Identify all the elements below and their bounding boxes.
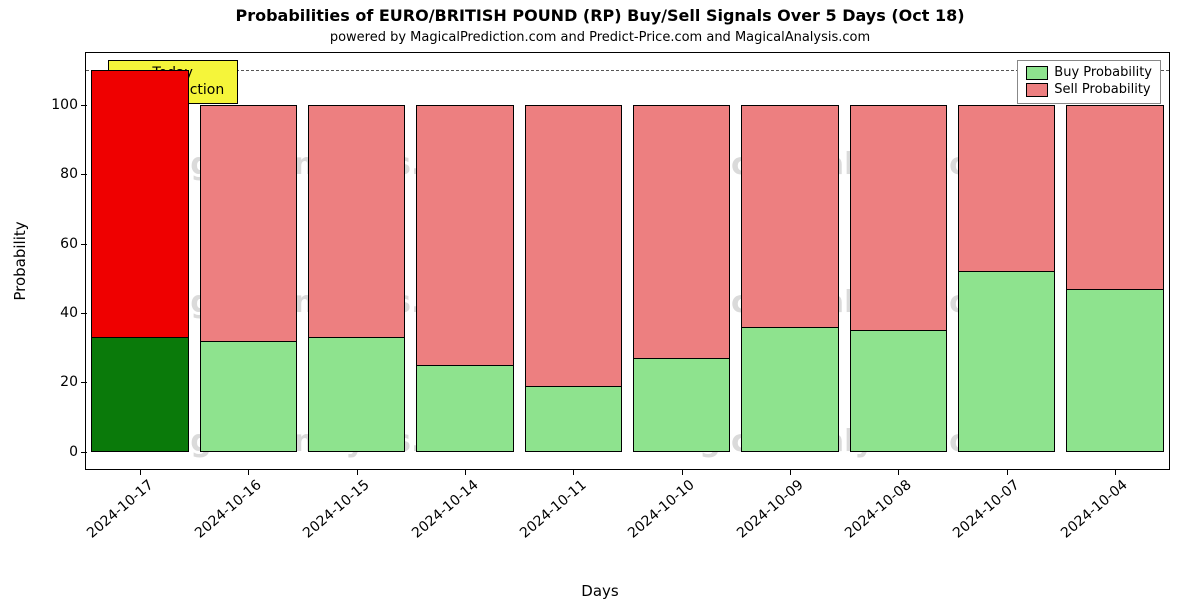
y-tick-label: 80 [60, 166, 86, 182]
x-tick [1115, 469, 1116, 475]
x-axis-label: Days [0, 582, 1200, 600]
x-tick-label: 2024-10-10 [625, 477, 698, 542]
legend-item: Sell Probability [1026, 82, 1152, 99]
x-tick-label: 2024-10-04 [1059, 477, 1132, 542]
x-tick-label: 2024-10-14 [409, 477, 482, 542]
buy-bar [850, 330, 947, 451]
legend-swatch [1026, 66, 1048, 80]
x-tick [898, 469, 899, 475]
x-tick-label: 2024-10-09 [734, 477, 807, 542]
buy-bar [525, 386, 622, 452]
bar-slot [519, 53, 627, 469]
x-tick [573, 469, 574, 475]
x-tick [140, 469, 141, 475]
x-tick-label: 2024-10-16 [192, 477, 265, 542]
chart-container: Probabilities of EURO/BRITISH POUND (RP)… [0, 0, 1200, 600]
x-tick-label: 2024-10-15 [300, 477, 373, 542]
y-tick-label: 40 [60, 305, 86, 321]
y-tick-label: 100 [51, 97, 86, 113]
bar-slot [736, 53, 844, 469]
x-tick-label: 2024-10-17 [84, 477, 157, 542]
bar-slot [1061, 53, 1169, 469]
legend: Buy ProbabilitySell Probability [1017, 60, 1161, 104]
buy-bar [741, 327, 838, 452]
legend-item: Buy Probability [1026, 65, 1152, 82]
bar-slot [844, 53, 952, 469]
chart-subtitle: powered by MagicalPrediction.com and Pre… [0, 30, 1200, 45]
legend-swatch [1026, 83, 1048, 97]
x-tick [790, 469, 791, 475]
x-tick [682, 469, 683, 475]
buy-bar [416, 365, 513, 452]
x-tick-label: 2024-10-08 [842, 477, 915, 542]
bar-slot [952, 53, 1060, 469]
x-tick [248, 469, 249, 475]
bar-slot [86, 53, 194, 469]
y-tick-label: 0 [69, 444, 86, 460]
buy-bar [91, 337, 188, 451]
legend-label: Sell Probability [1054, 82, 1150, 99]
x-tick [1007, 469, 1008, 475]
x-tick [465, 469, 466, 475]
bar-slot [303, 53, 411, 469]
x-tick-label: 2024-10-07 [950, 477, 1023, 542]
x-tick [357, 469, 358, 475]
buy-bar [308, 337, 405, 451]
bar-slot [194, 53, 302, 469]
y-tick-label: 60 [60, 236, 86, 252]
chart-title: Probabilities of EURO/BRITISH POUND (RP)… [0, 6, 1200, 25]
y-axis-label: Probability [11, 221, 29, 300]
x-tick-label: 2024-10-11 [517, 477, 590, 542]
legend-label: Buy Probability [1054, 65, 1152, 82]
y-tick-label: 20 [60, 374, 86, 390]
plot-area: 020406080100MagicalAnalysis.comMagicalAn… [85, 52, 1170, 470]
buy-bar [633, 358, 730, 452]
bar-slot [411, 53, 519, 469]
buy-bar [1066, 289, 1163, 452]
buy-bar [958, 271, 1055, 451]
bar-slot [628, 53, 736, 469]
buy-bar [200, 341, 297, 452]
